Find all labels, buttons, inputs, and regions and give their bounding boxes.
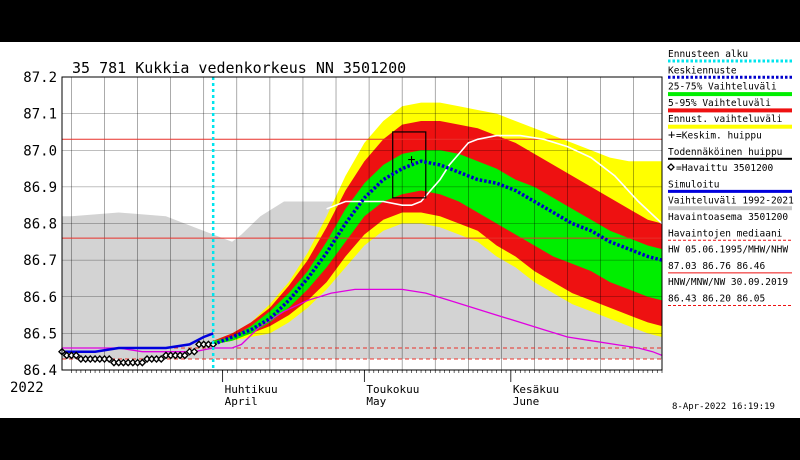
legend-swatch: [668, 124, 792, 129]
plot-frame: [61, 76, 663, 371]
observed-point: [180, 351, 189, 360]
y-tick-label: 86.5: [23, 326, 57, 342]
legend-label: =Havaittu 3501200: [676, 163, 774, 174]
observed-point: [105, 355, 114, 364]
legend-marker-diamond: [667, 163, 675, 172]
y-tick-label: 86.6: [23, 290, 57, 306]
legend-swatch: [668, 108, 792, 113]
legend-swatch: [668, 92, 792, 97]
month-label-fi: Toukokuu: [366, 383, 419, 396]
y-tick-label: 86.8: [23, 217, 57, 233]
month-label-en: May: [366, 395, 386, 408]
legend-label: =Keskim. huippu: [676, 131, 762, 142]
legend-label: 5-95% Vaihteluväli: [668, 98, 771, 109]
month-label-en: June: [513, 395, 540, 408]
y-tick-label: 86.4: [23, 363, 57, 379]
legend-label: 86.43 86.20 86.05: [668, 294, 765, 305]
timestamp: 8-Apr-2022 16:19:19: [672, 402, 775, 412]
legend-label: Simuloitu: [668, 179, 719, 190]
legend-swatch: [668, 206, 792, 211]
legend-label: Ennust. vaihteluväli: [668, 114, 783, 125]
legend-label: Ennusteen alku: [668, 49, 748, 60]
y-tick-label: 87.1: [23, 107, 57, 123]
legend-label: Keskiennuste: [668, 65, 737, 76]
observed-point: [190, 347, 199, 356]
observed-point: [138, 358, 147, 367]
legend-label: 87.03 86.76 86.46: [668, 261, 766, 272]
legend-label: Havaintojen mediaani: [668, 228, 783, 239]
legend-swatch: [668, 157, 792, 160]
observed-point: [157, 355, 166, 364]
y-tick-label: 87.2: [23, 70, 57, 86]
y-tick-label: 86.9: [23, 180, 57, 196]
forecast-mean-line: [212, 159, 663, 347]
y-tick-label: 87.0: [23, 143, 57, 159]
month-label-fi: Kesäkuu: [513, 383, 559, 396]
forecast-25-75-band: [213, 150, 662, 345]
month-label-en: April: [225, 395, 258, 408]
chart-title: 35 781 Kukkia vedenkorkeus NN 3501200: [72, 59, 406, 77]
month-label-fi: Huhtikuu: [225, 383, 278, 396]
probable-peak-box: [392, 131, 427, 199]
forecast-5-95-band: [213, 121, 662, 345]
legend-label: HW 05.06.1995/MHW/NHW: [668, 245, 788, 256]
legend-marker-plus: +: [668, 128, 675, 142]
legend-label: Havaintoasema 3501200: [668, 212, 788, 223]
mean-peak-marker: +: [408, 152, 416, 167]
legend-label: 25-75% Vaihteluväli: [668, 82, 777, 93]
y-tick-label: 86.7: [23, 253, 57, 269]
legend-label: HNW/MNW/NW 30.09.2019: [668, 277, 788, 288]
history-trace-line: [326, 134, 663, 225]
legend-label: Todennäköinen huippu: [668, 147, 782, 158]
observed-point: [72, 351, 81, 360]
legend-label: Vaihteluväli 1992-2021: [668, 196, 794, 207]
year-label: 2022: [10, 380, 44, 396]
simulated-line: [62, 332, 214, 353]
